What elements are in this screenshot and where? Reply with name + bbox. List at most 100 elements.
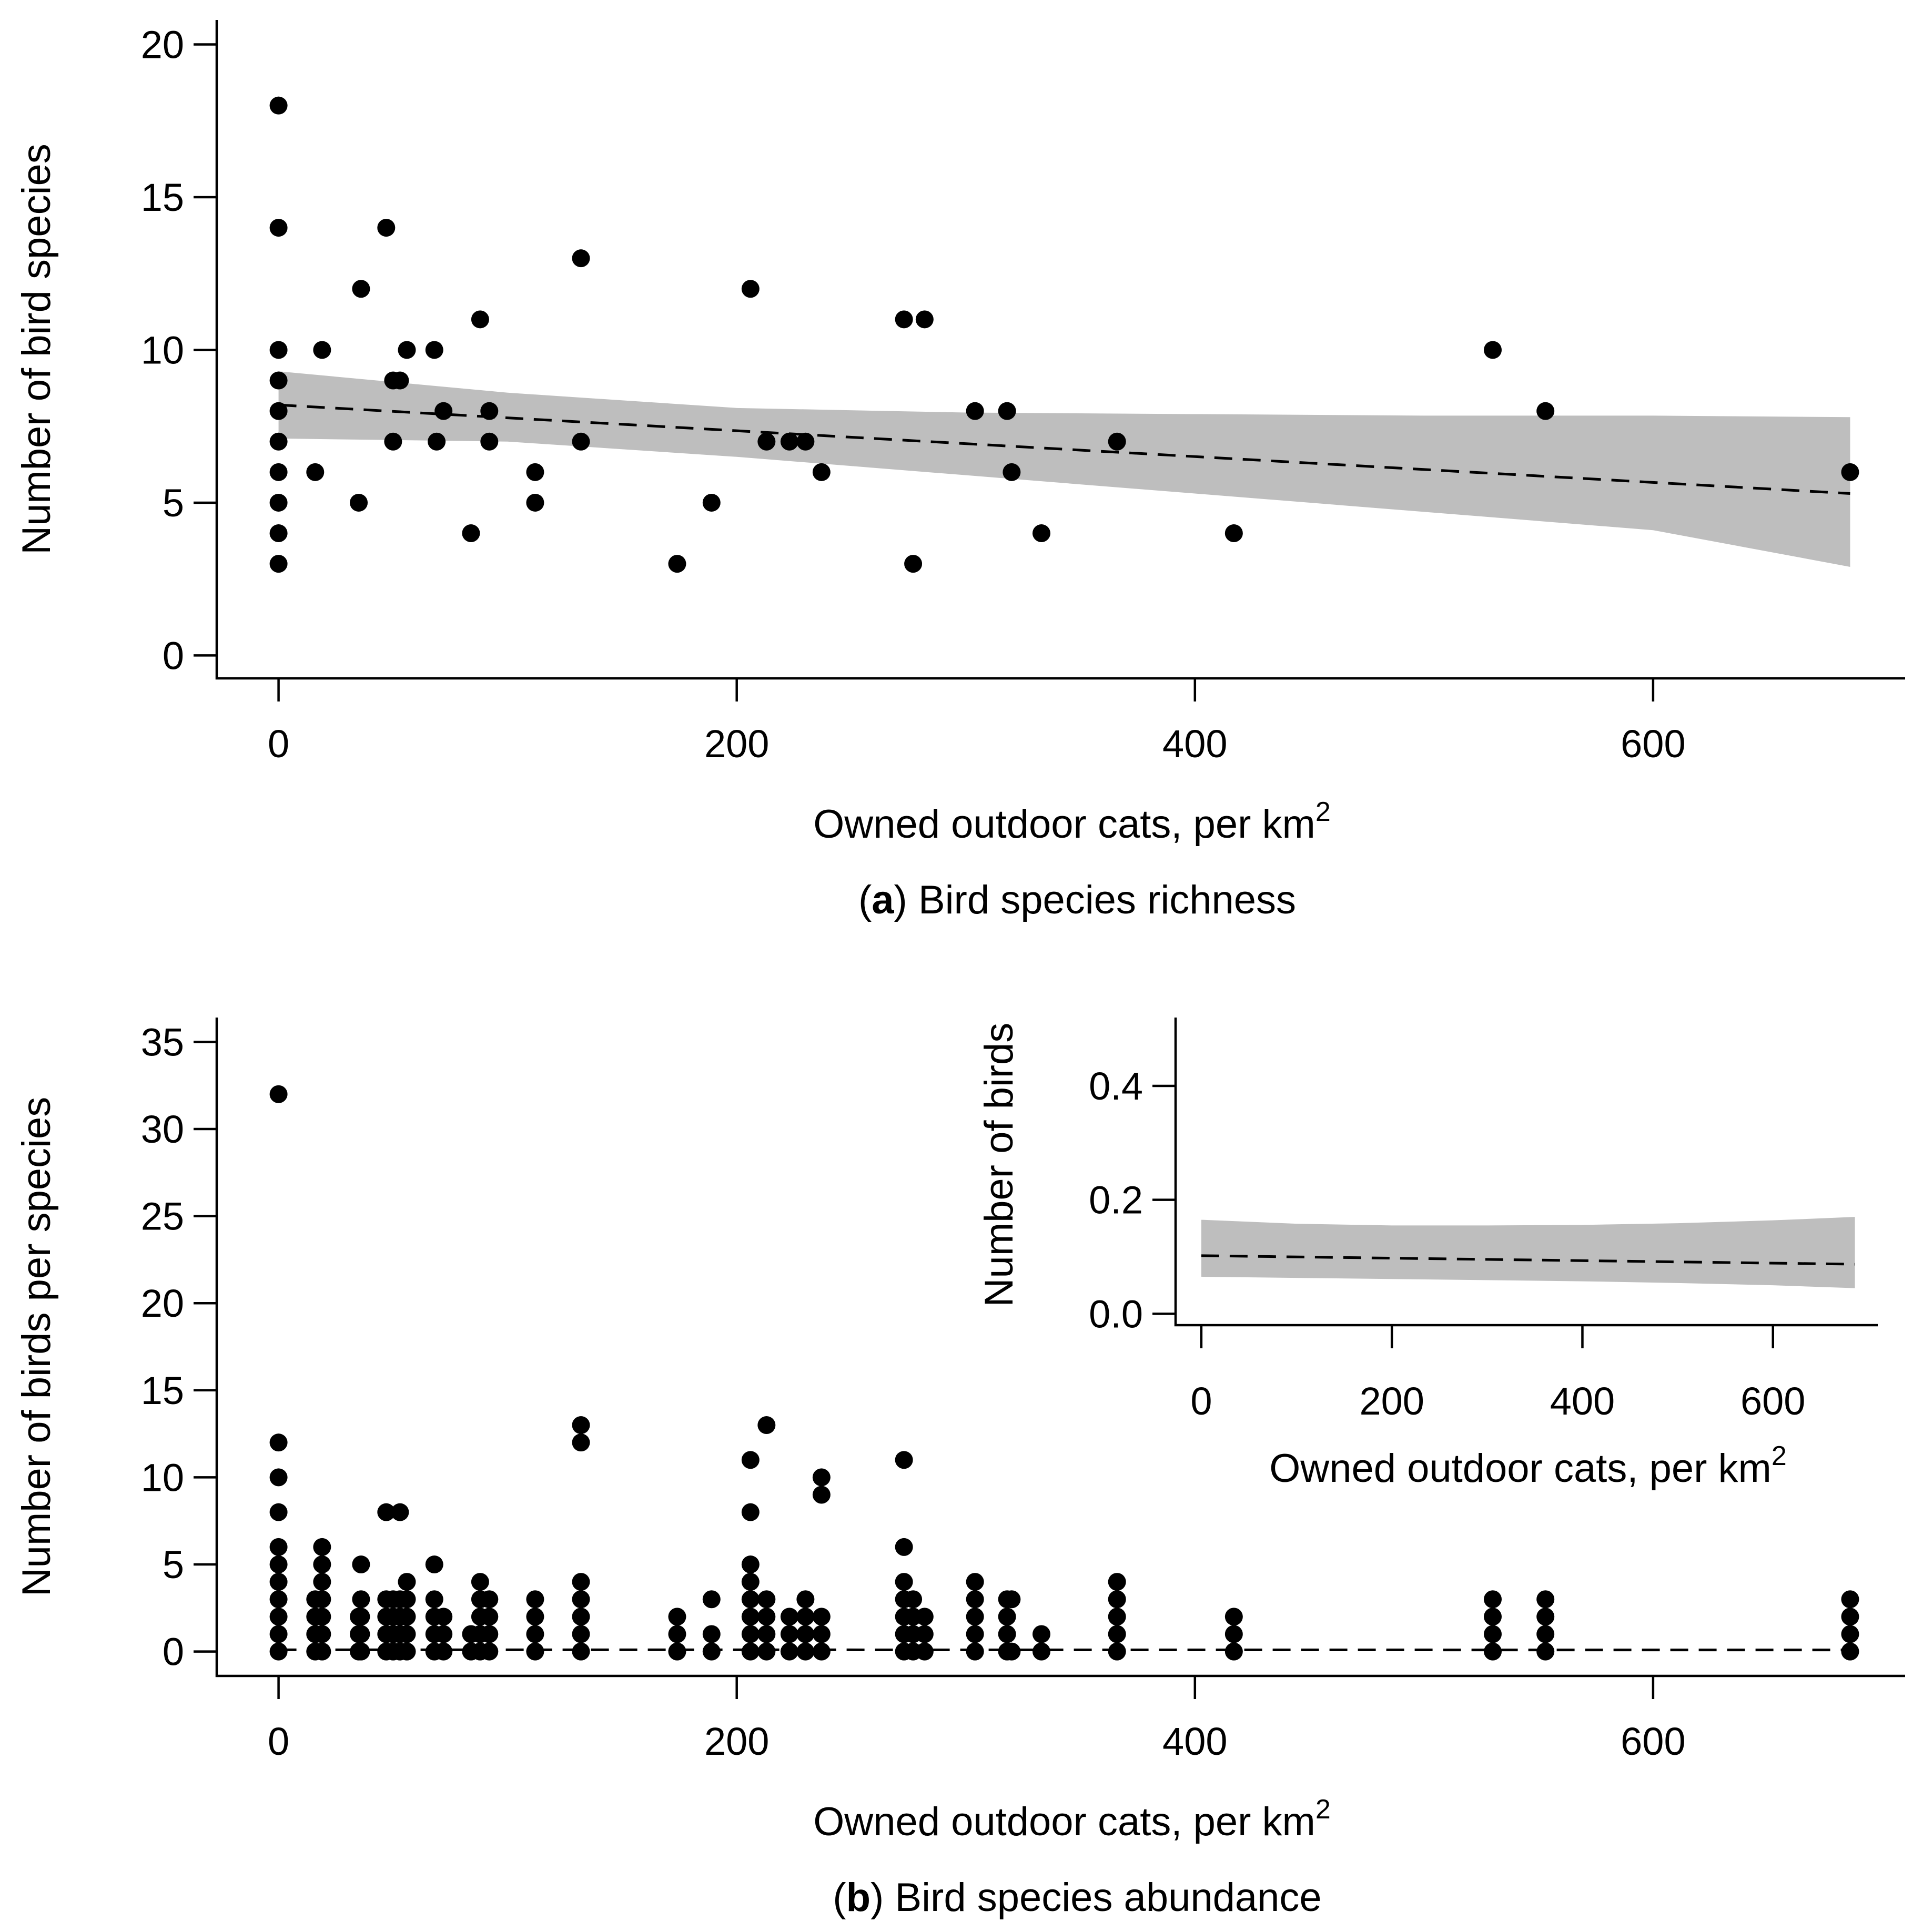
abundance-point [702,1642,721,1661]
abundance-point [966,1625,984,1643]
abundance-point [741,1555,760,1574]
richness-point [269,493,288,512]
abundance-point [668,1642,686,1661]
abundance-point [1108,1573,1126,1591]
abundance-y-tick-label: 5 [163,1543,184,1587]
abundance-point [757,1590,776,1609]
abundance-y-ticks: 0 5 10 15 20 25 30 35 [141,1020,217,1674]
richness-point [428,432,446,451]
richness-fit-line [278,403,1850,495]
inset-confidence-band [1201,1217,1855,1288]
abundance-point [741,1590,760,1609]
abundance-point [1224,1625,1243,1643]
abundance-point [352,1555,370,1574]
abundance-point [313,1608,331,1626]
abundance-y-tick-label: 20 [141,1282,184,1325]
abundance-point [895,1451,913,1469]
abundance-point [1032,1642,1050,1661]
abundance-x-tick-label: 600 [1621,1720,1685,1763]
abundance-point [269,1468,288,1487]
richness-point [269,555,288,573]
richness-point [462,524,480,543]
abundance-point [915,1642,934,1661]
abundance-point [998,1608,1016,1626]
richness-point [1224,524,1243,543]
richness-y-tick-label: 15 [141,176,184,219]
abundance-y-tick-label: 0 [163,1630,184,1674]
inset-y-tick-label: 0.4 [1089,1064,1143,1108]
abundance-point [572,1573,590,1591]
richness-x-tick-label: 0 [268,722,289,766]
richness-x-ticks: 0 200 400 600 [268,678,1686,766]
abundance-point [1841,1625,1859,1643]
abundance-point [425,1555,443,1574]
abundance-point [966,1642,984,1661]
abundance-point [1841,1642,1859,1661]
abundance-point [480,1608,499,1626]
abundance-point [741,1503,760,1521]
abundance-point [741,1451,760,1469]
richness-point [377,219,396,237]
abundance-point [269,1085,288,1103]
abundance-x-tick-label: 400 [1162,1720,1227,1763]
abundance-point [1224,1642,1243,1661]
abundance-point [398,1590,416,1609]
richness-point [384,432,402,451]
abundance-point [313,1590,331,1609]
abundance-point [398,1608,416,1626]
panel-b-caption: (b) Bird species abundance [833,1875,1321,1920]
richness-point [471,310,489,329]
abundance-point [377,1503,396,1521]
abundance-y-tick-label: 35 [141,1020,184,1064]
richness-y-tick-label: 20 [141,23,184,66]
richness-point [269,96,288,115]
richness-point [269,371,288,390]
richness-point [796,432,815,451]
inset-x-tick-label: 0 [1190,1379,1212,1423]
inset-x-tick-label: 400 [1550,1379,1615,1423]
richness-point [702,493,721,512]
richness-points [269,96,1859,573]
abundance-point [269,1538,288,1556]
richness-point [966,402,984,420]
abundance-points [269,1085,1859,1661]
richness-point [668,555,686,573]
abundance-point [796,1608,815,1626]
richness-point [915,310,934,329]
abundance-point [313,1642,331,1661]
richness-x-tick-label: 400 [1162,722,1227,766]
richness-point [480,402,499,420]
abundance-point [269,1642,288,1661]
richness-y-tick-label: 0 [163,634,184,677]
richness-point [269,432,288,451]
abundance-axis-frame [215,1018,1905,1677]
inset-axis-frame [1174,1018,1878,1327]
inset-y-axis-title: Number of birds [977,1023,1021,1307]
inset-x-ticks: 0 200 400 600 [1190,1325,1805,1423]
abundance-point [966,1590,984,1609]
abundance-point [398,1642,416,1661]
richness-point [1484,341,1502,359]
abundance-point [269,1573,288,1591]
abundance-point [1484,1590,1502,1609]
richness-point [350,493,368,512]
richness-point [812,463,831,481]
abundance-point [1003,1642,1021,1661]
abundance-point [966,1608,984,1626]
abundance-point [480,1642,499,1661]
abundance-y-tick-label: 10 [141,1456,184,1499]
richness-point [526,463,544,481]
richness-y-tick-label: 5 [163,481,184,525]
panel-a-richness-chart: 0 5 10 15 20 0 200 400 600 Number of bird speci… [14,20,1905,922]
richness-y-ticks: 0 5 10 15 20 [141,23,217,677]
abundance-x-ticks: 0 200 400 600 [268,1676,1686,1763]
abundance-point [572,1625,590,1643]
richness-axis-frame [215,20,1905,680]
abundance-point [1536,1608,1555,1626]
abundance-point [812,1625,831,1643]
richness-point [895,310,913,329]
abundance-point [812,1486,831,1504]
abundance-point [796,1590,815,1609]
abundance-y-axis-title: Number of birds per species [14,1097,59,1597]
